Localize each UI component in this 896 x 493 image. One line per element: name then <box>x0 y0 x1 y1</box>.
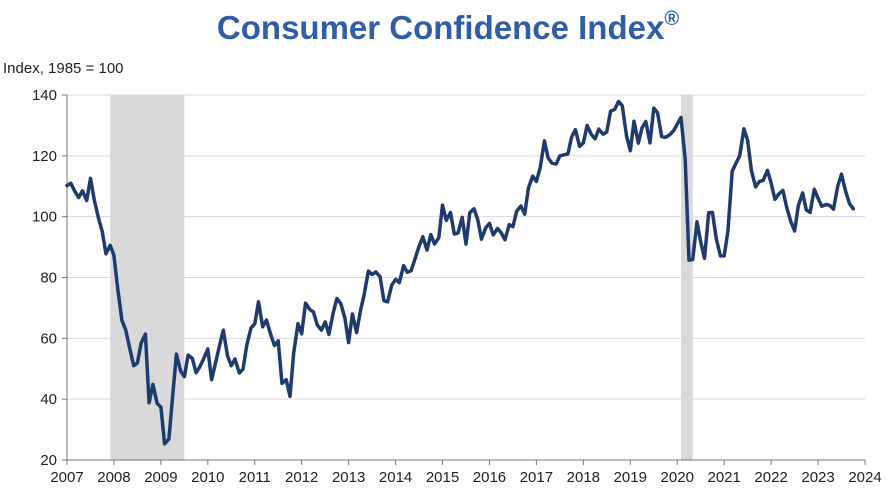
x-tick-label: 2010 <box>191 469 224 486</box>
gridlines <box>67 94 865 400</box>
x-tick-label: 2009 <box>144 469 177 486</box>
x-tick-label: 2015 <box>426 469 459 486</box>
x-tick-label: 2013 <box>332 469 365 486</box>
tick-labels: 20 40 60 80 100 120 140 2007 2008 2009 2010 2011 201… <box>32 87 882 486</box>
y-tick-label: 120 <box>32 148 57 165</box>
y-tick-label: 40 <box>40 391 57 408</box>
axes <box>62 94 866 465</box>
x-tick-label: 2012 <box>285 469 318 486</box>
y-axis-label: Index, 1985 = 100 <box>3 60 124 77</box>
chart-title: Consumer Confidence Index® <box>0 8 896 47</box>
x-tick-label: 2017 <box>520 469 553 486</box>
x-tick-label: 2022 <box>754 469 787 486</box>
x-tick-label: 2023 <box>801 469 834 486</box>
registered-mark: ® <box>664 8 680 30</box>
x-tick-label: 2007 <box>50 469 83 486</box>
y-tick-label: 80 <box>40 270 57 287</box>
series-line <box>65 99 856 446</box>
x-tick-label: 2016 <box>473 469 506 486</box>
series-lines <box>65 99 856 446</box>
x-tick-label: 2021 <box>707 469 740 486</box>
x-tick-label: 2018 <box>567 469 600 486</box>
y-tick-label: 100 <box>32 209 57 226</box>
x-tick-label: 2008 <box>97 469 130 486</box>
y-tick-label: 60 <box>40 330 57 347</box>
y-tick-label: 140 <box>32 87 57 104</box>
x-tick-label: 2019 <box>614 469 647 486</box>
y-tick-label: 20 <box>40 452 57 469</box>
chart-title-text: Consumer Confidence Index <box>216 9 665 46</box>
x-tick-label: 2014 <box>379 469 412 486</box>
x-tick-label: 2020 <box>661 469 694 486</box>
x-tick-label: 2024 <box>848 469 881 486</box>
x-tick-label: 2011 <box>239 469 271 486</box>
